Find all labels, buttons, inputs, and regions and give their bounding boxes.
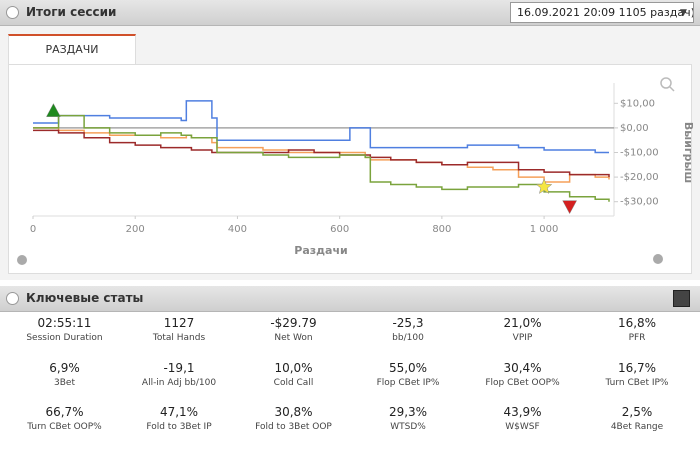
stat-label: Flop CBet OOP%	[485, 377, 560, 388]
stat-value: -19,1	[163, 360, 195, 375]
stat-cell: -25,3 bb/100	[351, 316, 466, 343]
hands-tab[interactable]: РАЗДАЧИ	[8, 34, 136, 64]
stat-cell: 02:55:11 Session Duration	[7, 316, 122, 343]
stat-label: PFR	[628, 333, 646, 343]
stat-cell: 29,3% WTSD%	[351, 405, 466, 432]
series-line	[33, 114, 610, 202]
stat-value: -25,3	[392, 316, 424, 330]
session-header: Итоги сессии 16.09.2021 20:09 1105 разда…	[0, 0, 700, 26]
marker	[535, 178, 553, 194]
y-tick-label: -$20,00	[620, 172, 659, 183]
stat-cell: 1127 Total Hands	[122, 316, 237, 343]
y-tick-label: $0,00	[620, 123, 649, 134]
stat-cell: 16,7% Turn CBet IP%	[580, 361, 695, 388]
stat-value: 29,3%	[388, 405, 428, 419]
x-tick-label: 800	[432, 224, 451, 235]
stat-cell: -19,1 All-in Adj bb/100	[122, 361, 237, 388]
stats-title: Ключевые статы	[26, 291, 144, 305]
stats-grid: 02:55:11 Session Duration 1127 Total Hands -…	[0, 316, 700, 456]
zoom-icon-handle	[669, 86, 675, 92]
layout-button[interactable]	[673, 290, 690, 307]
marker	[562, 200, 578, 215]
x-tick-label: 400	[228, 224, 247, 235]
stat-label: bb/100	[392, 333, 424, 343]
stat-value: 21,0%	[503, 316, 542, 330]
stat-cell: 16,8% PFR	[580, 316, 695, 343]
stat-cell: 43,9% W$WSF	[465, 405, 580, 432]
marker	[46, 103, 61, 117]
stat-value: 6,9%	[49, 360, 80, 375]
info-icon[interactable]	[653, 254, 663, 264]
stat-value: 43,9%	[503, 405, 542, 419]
stat-label: Fold to 3Bet IP	[146, 422, 212, 432]
stat-value: -$29.79	[270, 316, 317, 330]
stat-label: Turn CBet OOP%	[27, 422, 102, 432]
stat-value: 1127	[163, 316, 195, 330]
y-tick-label: -$30,00	[620, 197, 659, 208]
stat-cell: 66,7% Turn CBet OOP%	[7, 405, 122, 432]
stat-cell: 10,0% Cold Call	[236, 361, 351, 388]
x-tick-label: 0	[30, 224, 36, 235]
x-tick-label: 600	[330, 224, 349, 235]
stat-value: 30,4%	[503, 360, 542, 375]
stat-label: W$WSF	[505, 422, 540, 432]
stat-cell: 55,0% Flop CBet IP%	[351, 361, 466, 388]
settings-icon[interactable]	[17, 255, 27, 265]
stat-label: Cold Call	[273, 377, 314, 388]
stat-cell: 47,1% Fold to 3Bet IP	[122, 405, 237, 432]
stat-value: 10,0%	[274, 360, 313, 375]
session-select[interactable]: 16.09.2021 20:09 1105 раздач)	[510, 2, 694, 23]
x-tick-label: 200	[126, 224, 145, 235]
header-title: Итоги сессии	[26, 5, 117, 19]
stat-value: 30,8%	[274, 405, 313, 419]
stat-cell: 2,5% 4Bet Range	[580, 405, 695, 432]
dropdown-arrow[interactable]: ▼	[680, 8, 687, 18]
stat-value: 47,1%	[159, 405, 199, 419]
chart: $10,00 $0,00 -$10,00 -$20,00 -$30,00 0 200 400 6…	[17, 77, 695, 265]
stat-cell: 30,4% Flop CBet OOP%	[465, 361, 580, 388]
collapse-icon[interactable]	[6, 292, 19, 305]
y-axis-label: Выигрыш	[682, 122, 695, 183]
stat-label: Total Hands	[152, 333, 206, 343]
stat-cell: -$29.79 Net Won	[236, 316, 351, 343]
stat-value: 02:55:11	[37, 316, 92, 330]
collapse-icon[interactable]	[6, 6, 19, 19]
stat-label: Fold to 3Bet OOP	[255, 422, 332, 432]
stat-label: 4Bet Range	[610, 422, 664, 432]
stat-label: WTSD%	[390, 422, 426, 432]
stat-cell: 6,9% 3Bet	[7, 361, 122, 388]
chart-panel	[8, 64, 692, 274]
stat-label: Flop CBet IP%	[376, 377, 440, 388]
stat-label: 3Bet	[54, 377, 75, 388]
series-line	[33, 100, 609, 154]
stat-value: 55,0%	[388, 360, 428, 375]
stat-label: Session Duration	[26, 333, 103, 343]
y-tick-label: $10,00	[620, 98, 655, 109]
stat-label: All-in Adj bb/100	[141, 377, 217, 388]
series-line	[33, 129, 610, 178]
stat-cell: 30,8% Fold to 3Bet OOP	[236, 405, 351, 432]
stat-value: 16,7%	[617, 360, 657, 375]
stat-label: VPIP	[512, 333, 533, 343]
stat-cell: 21,0% VPIP	[465, 316, 580, 343]
stats-header: Ключевые статы	[0, 286, 700, 312]
stat-value: 16,8%	[617, 316, 657, 330]
stat-label: Turn CBet IP%	[605, 377, 669, 388]
zoom-icon[interactable]	[660, 77, 672, 89]
stat-value: 2,5%	[621, 405, 653, 419]
x-axis-label: Раздачи	[294, 244, 347, 257]
series-line	[33, 127, 610, 183]
stat-label: Net Won	[274, 333, 313, 343]
y-tick-label: -$10,00	[620, 148, 659, 159]
stat-value: 66,7%	[45, 405, 84, 419]
x-tick-label: 1 000	[530, 224, 559, 235]
